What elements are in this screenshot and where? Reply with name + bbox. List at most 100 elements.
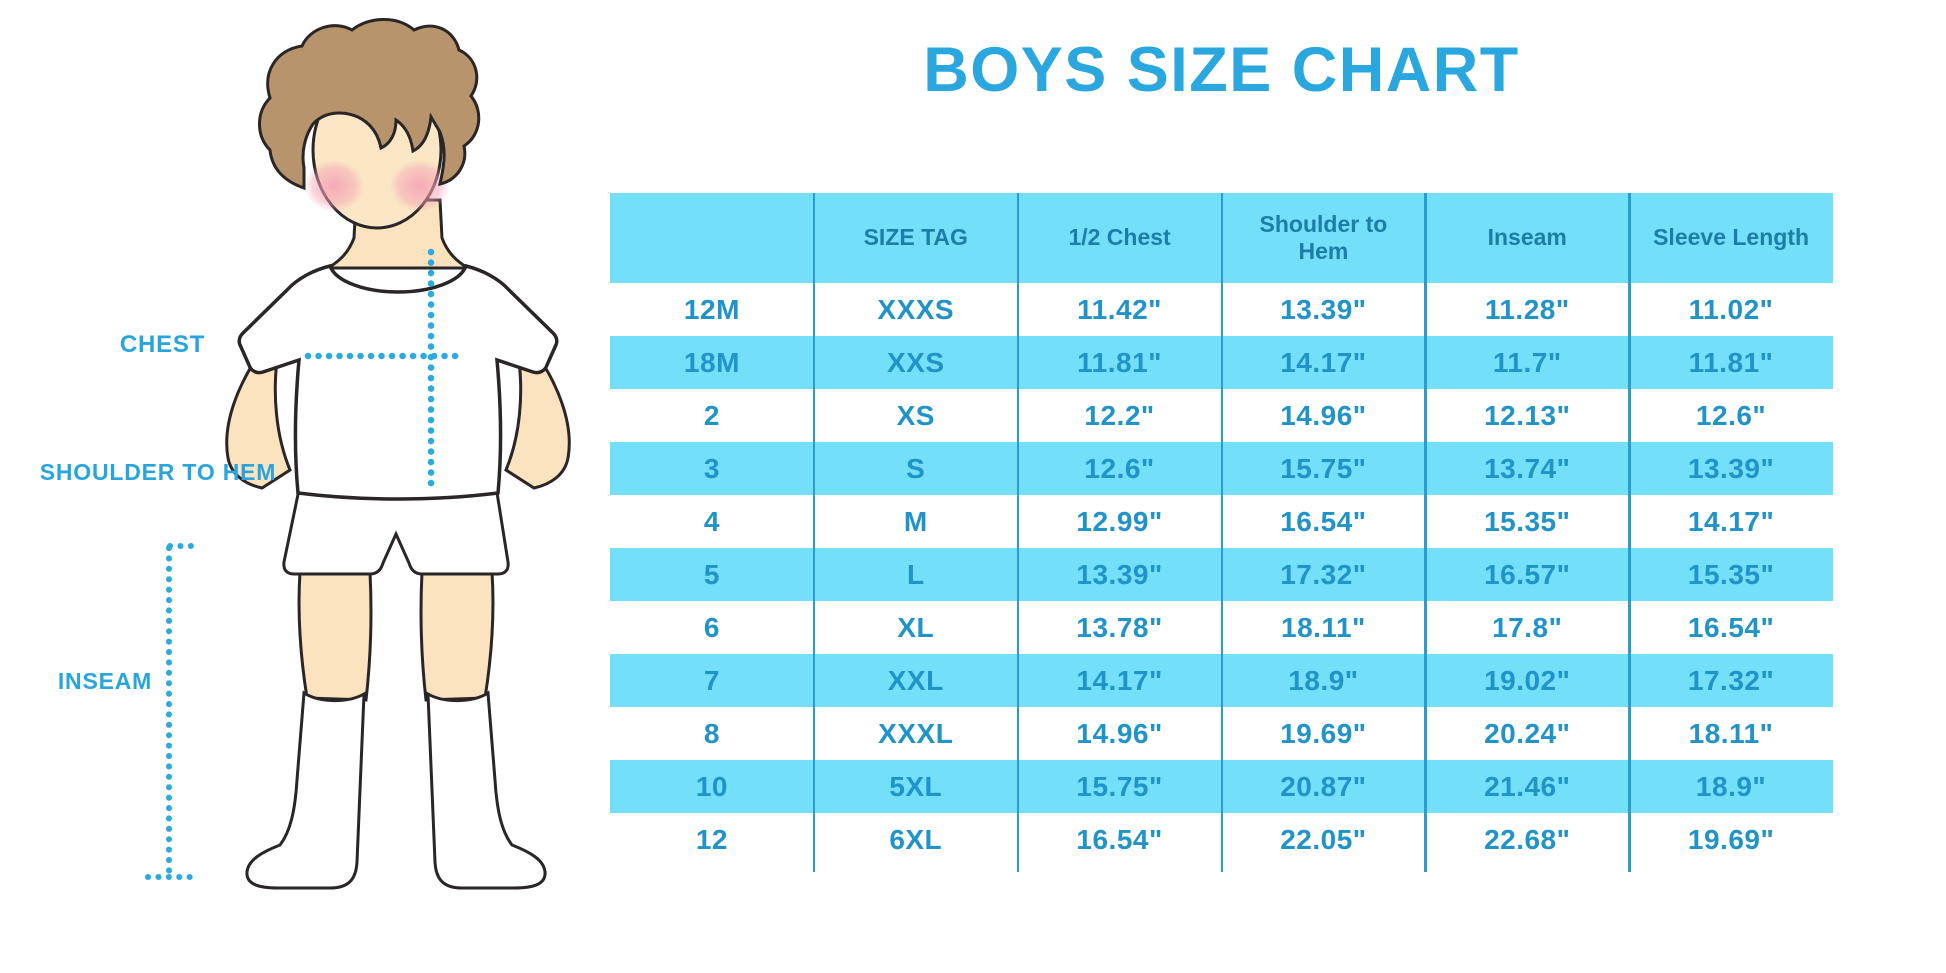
table-row: 12 6XL 16.54" 22.05" 22.68" 19.69" (610, 813, 1833, 866)
cell-size-tag: XXXS (877, 293, 955, 325)
cell-inseam: 11.7" (1492, 346, 1562, 378)
cell-size: 2 (703, 399, 720, 431)
cell-half-chest: 15.75" (1076, 770, 1163, 802)
table-row: 2 XS 12.2" 14.96" 12.13" 12.6" (610, 389, 1833, 442)
cell-inseam: 17.8" (1492, 611, 1563, 643)
cell-inseam: 13.74" (1484, 452, 1571, 484)
boy-figure (145, 18, 571, 890)
cell-half-chest: 16.54" (1076, 823, 1163, 855)
chest-label: CHEST (119, 331, 206, 358)
cell-half-chest: 13.39" (1076, 558, 1163, 590)
cell-sleeve-length: 14.17" (1687, 505, 1775, 537)
column-divider (1628, 193, 1631, 872)
cell-sleeve-length: 15.35" (1687, 558, 1775, 590)
cell-size: 4 (703, 505, 720, 537)
cell-size: 12 (695, 823, 728, 855)
cell-shoulder-to-hem: 17.32" (1280, 558, 1367, 590)
table-row: 6 XL 13.78" 18.11" 17.8" 16.54" (610, 601, 1833, 654)
cell-inseam: 11.28" (1484, 293, 1570, 325)
cell-size: 3 (703, 452, 720, 484)
cell-sleeve-length: 11.02" (1688, 293, 1774, 325)
cell-size-tag: XXL (887, 664, 944, 696)
cell-half-chest: 12.99" (1076, 505, 1163, 537)
cell-size: 10 (695, 770, 728, 802)
cell-size: 8 (703, 717, 720, 749)
header-cell-blank (610, 193, 814, 283)
cell-size-tag: 5XL (889, 770, 943, 802)
header-cell-sleeve-length: Sleeve Length (1653, 224, 1810, 251)
cell-half-chest: 11.81" (1077, 346, 1162, 378)
cell-shoulder-to-hem: 18.9" (1288, 664, 1359, 696)
cell-size-tag: M (903, 505, 928, 537)
boy-sock-left (245, 690, 366, 890)
cell-size-tag: L (906, 558, 925, 590)
cell-size: 7 (703, 664, 720, 696)
table-row: 12M XXXS 11.42" 13.39" 11.28" 11.02" (610, 283, 1833, 336)
header-cell-half-chest: 1/2 Chest (1068, 224, 1171, 251)
inseam-label: INSEAM (57, 668, 153, 694)
cell-inseam: 22.68" (1484, 823, 1571, 855)
cell-shoulder-to-hem: 16.54" (1280, 505, 1367, 537)
cell-size: 18M (683, 346, 740, 378)
boy-sock-right (426, 690, 547, 890)
header-cell-inseam: Inseam (1487, 224, 1567, 251)
table-row: 8 XXXL 14.96" 19.69" 20.24" 18.11" (610, 707, 1833, 760)
size-chart-table: SIZE TAG 1/2 Chest Shoulder to Hem Insea… (610, 193, 1833, 872)
boy-shirt (237, 263, 559, 501)
cell-shoulder-to-hem: 13.39" (1280, 293, 1367, 325)
cell-half-chest: 12.2" (1084, 399, 1155, 431)
cell-shoulder-to-hem: 22.05" (1280, 823, 1367, 855)
shoulder-to-hem-label: SHOULDER TO HEM (39, 459, 277, 485)
header-cell-size-tag: SIZE TAG (863, 224, 968, 251)
cell-size-tag: XXS (886, 346, 945, 378)
cell-shoulder-to-hem: 18.11" (1281, 611, 1366, 643)
cell-size: 5 (703, 558, 720, 590)
boy-leg-right (419, 570, 495, 702)
cell-sleeve-length: 17.32" (1687, 664, 1775, 696)
table-row: 4 M 12.99" 16.54" 15.35" 14.17" (610, 495, 1833, 548)
cell-shoulder-to-hem: 19.69" (1280, 717, 1367, 749)
cell-shoulder-to-hem: 14.17" (1280, 346, 1367, 378)
boy-cheek-left (304, 160, 364, 212)
cell-sleeve-length: 18.11" (1688, 717, 1774, 749)
cell-sleeve-length: 16.54" (1687, 611, 1775, 643)
cell-inseam: 21.46" (1484, 770, 1571, 802)
cell-size-tag: XS (896, 399, 935, 431)
boy-cheek-right (390, 160, 450, 212)
cell-sleeve-length: 11.81" (1688, 346, 1774, 378)
cell-sleeve-length: 18.9" (1695, 770, 1767, 802)
cell-inseam: 12.13" (1484, 399, 1571, 431)
cell-sleeve-length: 13.39" (1687, 452, 1775, 484)
cell-inseam: 19.02" (1484, 664, 1571, 696)
cell-shoulder-to-hem: 15.75" (1280, 452, 1367, 484)
boy-arm-left (225, 348, 292, 490)
cell-size: 12M (683, 293, 740, 325)
cell-sleeve-length: 19.69" (1687, 823, 1775, 855)
column-divider (1424, 193, 1427, 872)
cell-size-tag: XXXL (878, 717, 954, 749)
column-divider (1220, 193, 1223, 872)
page-title: BOYS SIZE CHART (923, 35, 1520, 105)
cell-half-chest: 11.42" (1077, 293, 1162, 325)
cell-shoulder-to-hem: 14.96" (1280, 399, 1367, 431)
boy-arm-right (504, 348, 571, 490)
column-divider (1016, 193, 1020, 872)
cell-inseam: 15.35" (1484, 505, 1571, 537)
cell-half-chest: 14.17" (1076, 664, 1163, 696)
column-divider (812, 193, 816, 872)
cell-half-chest: 12.6" (1084, 452, 1155, 484)
header-cell-shoulder-to-hem: Shoulder to Hem (1259, 210, 1388, 264)
boy-shorts (282, 478, 510, 576)
cell-size: 6 (703, 611, 720, 643)
boy-hair (258, 18, 481, 191)
cell-sleeve-length: 12.6" (1695, 399, 1767, 431)
cell-inseam: 20.24" (1484, 717, 1571, 749)
cell-inseam: 16.57" (1484, 558, 1571, 590)
boy-leg-left (297, 570, 373, 702)
cell-size-tag: XL (897, 611, 935, 643)
cell-half-chest: 13.78" (1076, 611, 1163, 643)
cell-shoulder-to-hem: 20.87" (1280, 770, 1367, 802)
cell-size-tag: S (906, 452, 926, 484)
cell-half-chest: 14.96" (1076, 717, 1163, 749)
